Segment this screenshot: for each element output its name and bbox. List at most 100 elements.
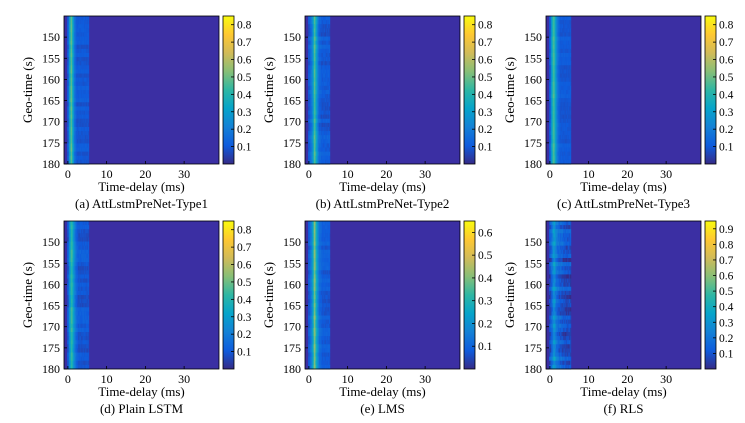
heatmap-cell (564, 28, 566, 33)
heatmap-cell (556, 32, 558, 37)
heatmap-cell (75, 28, 77, 33)
heatmap-cell (311, 110, 313, 116)
heatmap-cell (551, 110, 553, 116)
heatmap-cell (552, 94, 555, 99)
heatmap-cell (67, 24, 70, 29)
heatmap-cell (326, 278, 328, 284)
heatmap-cell (74, 53, 76, 58)
heatmap-cell (569, 159, 571, 165)
heatmap-cell (329, 221, 331, 226)
heatmap-cell (568, 127, 570, 132)
heatmap-cell (77, 139, 79, 144)
heatmap-cell (558, 20, 560, 25)
heatmap-cell (67, 286, 69, 292)
heatmap-cell (328, 127, 330, 132)
heatmap-cell (84, 270, 87, 275)
heatmap-cell (564, 94, 566, 99)
heatmap-cell (325, 241, 327, 247)
heatmap-cell (322, 233, 324, 238)
heatmap-cell (328, 332, 330, 337)
heatmap-cell (319, 69, 321, 74)
heatmap-cell (314, 332, 316, 337)
heatmap-cell (71, 77, 73, 83)
heatmap-cell (88, 315, 90, 321)
heatmap-cell (82, 143, 84, 148)
heatmap-cell (326, 28, 328, 33)
heatmap-cell (309, 127, 311, 132)
heatmap-cell (77, 270, 80, 275)
heatmap-cell (73, 266, 75, 271)
heatmap-cell (84, 139, 87, 144)
heatmap-cell (74, 270, 76, 275)
heatmap-cell (312, 16, 314, 21)
heatmap-cell (315, 135, 318, 140)
heatmap-cell (83, 28, 85, 33)
heatmap-cell (558, 24, 560, 29)
heatmap-cell (308, 127, 310, 132)
heatmap-cell (67, 340, 69, 345)
heatmap-cell (551, 77, 553, 83)
heatmap-cell (552, 114, 555, 120)
heatmap-cell (313, 85, 315, 91)
heatmap-cell (315, 24, 318, 29)
heatmap-cell (561, 127, 563, 132)
heatmap-cell (549, 131, 552, 136)
heatmap-cell (321, 20, 323, 25)
heatmap-cell (313, 221, 315, 226)
heatmap-cell (553, 102, 555, 107)
heatmap-cell (81, 270, 84, 275)
heatmap-cell (552, 69, 555, 74)
heatmap-cell (308, 44, 310, 50)
heatmap-cell (84, 225, 87, 230)
heatmap-cell (317, 266, 319, 271)
heatmap-cell (74, 94, 76, 99)
heatmap-cell (315, 73, 317, 79)
heatmap-cell (309, 307, 311, 312)
heatmap-cell (319, 73, 321, 79)
heatmap-cell (552, 110, 554, 116)
heatmap-cell (329, 315, 331, 321)
heatmap-cell (71, 94, 73, 99)
heatmap-cell (314, 94, 316, 99)
heatmap-cell (319, 159, 321, 165)
heatmap-cell (316, 122, 318, 128)
heatmap-cell (74, 262, 77, 267)
heatmap-cell (70, 258, 72, 263)
heatmap-cell (308, 118, 310, 124)
heatmap-cell (311, 81, 313, 87)
heatmap-cell (325, 311, 327, 316)
heatmap-cell (81, 336, 84, 341)
heatmap-cell (76, 90, 78, 95)
heatmap-cell (83, 94, 85, 99)
heatmap-cell (74, 159, 77, 165)
heatmap-cell (84, 32, 86, 37)
heatmap-cell (560, 81, 562, 87)
heatmap-cell (319, 36, 321, 42)
heatmap-cell (324, 127, 326, 132)
heatmap-cell (320, 114, 322, 120)
heatmap-cell (550, 85, 552, 91)
heatmap-cell (310, 282, 312, 288)
heatmap-cell (70, 106, 72, 111)
heatmap-cell (311, 249, 313, 255)
heatmap-cell (75, 352, 77, 358)
heatmap-cell (312, 127, 314, 132)
heatmap-cell (81, 143, 84, 148)
heatmap-cell (550, 81, 552, 87)
heatmap-cell (67, 229, 69, 234)
heatmap-cell (88, 344, 90, 349)
heatmap-cell (569, 48, 571, 54)
heatmap-cell (81, 303, 83, 308)
x-tick-label: 0 (65, 167, 71, 181)
heatmap-cell (549, 139, 551, 144)
heatmap-cell (565, 77, 567, 83)
heatmap-cell (313, 241, 315, 247)
heatmap-cell (72, 237, 74, 242)
heatmap-cell (73, 61, 75, 66)
heatmap-cell (565, 122, 567, 128)
heatmap-cell (83, 155, 85, 161)
heatmap-cell (559, 102, 561, 107)
heatmap-cell (87, 127, 89, 132)
heatmap-cell (558, 65, 560, 70)
heatmap-cell (84, 131, 86, 136)
